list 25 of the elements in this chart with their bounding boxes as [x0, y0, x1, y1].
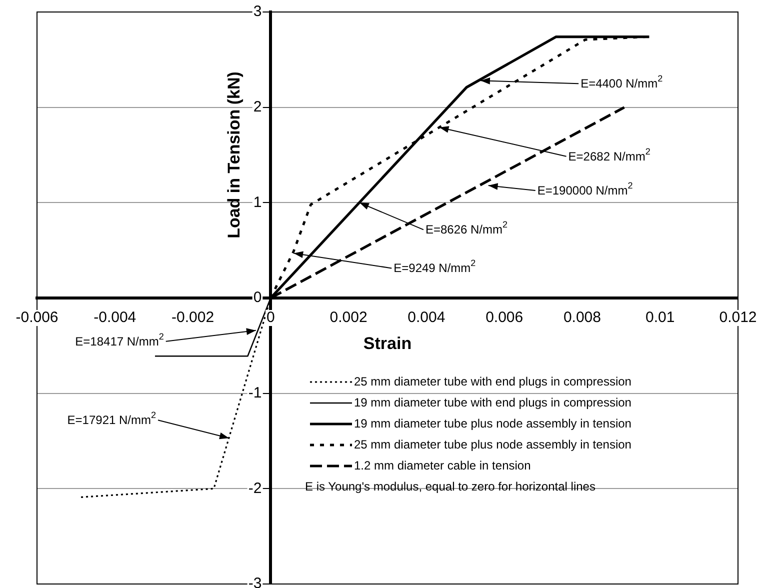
- x-tick-label: 0.006: [486, 309, 524, 326]
- legend-label: 1.2 mm diameter cable in tension: [354, 458, 531, 472]
- y-tick-label: 2: [253, 98, 262, 116]
- legend-label: 19 mm diameter tube plus node assembly in tension: [354, 416, 632, 430]
- y-axis-title: Load in Tension (kN): [224, 72, 244, 238]
- annotation: E is Young's modulus, equal to zero for horizontal lines: [305, 479, 596, 494]
- y-tick-label: -2: [248, 480, 262, 497]
- x-tick-label: 0.004: [408, 309, 446, 326]
- legend-label: 19 mm diameter tube with end plugs in compression: [354, 395, 632, 410]
- x-tick-label: -0.002: [172, 309, 214, 326]
- y-tick-label: 1: [253, 194, 262, 211]
- x-tick-label: -0.004: [94, 309, 136, 326]
- legend-label: 25 mm diameter tube with end plugs in compression: [354, 374, 632, 388]
- x-tick-label: 0.008: [563, 309, 601, 326]
- x-tick-label: 0: [266, 309, 275, 326]
- y-tick-label: -3: [248, 575, 262, 588]
- x-tick-label: -0.006: [16, 309, 58, 326]
- x-tick-label: 0.002: [330, 309, 368, 326]
- y-tick-label: 3: [253, 3, 262, 20]
- y-tick-label: 0: [253, 289, 262, 306]
- x-tick-label: 0.012: [719, 309, 757, 326]
- y-tick-label: -1: [248, 384, 262, 402]
- x-axis-title: Strain: [363, 334, 412, 353]
- x-tick-label: 0.01: [646, 309, 675, 326]
- legend-label: 25 mm diameter tube plus node assembly in tension: [354, 437, 632, 452]
